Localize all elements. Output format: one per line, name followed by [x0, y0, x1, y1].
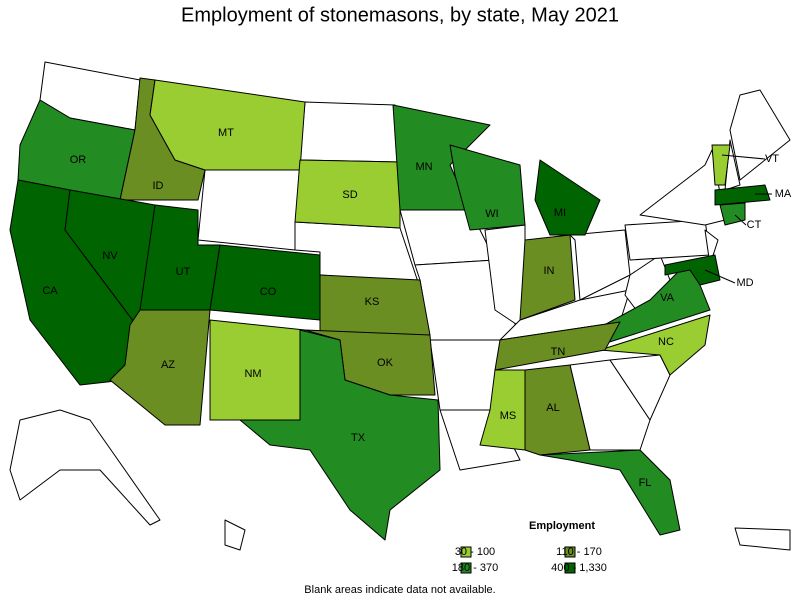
state	[294, 159, 401, 229]
state	[599, 314, 711, 376]
state-label: IN	[544, 265, 555, 277]
state	[519, 234, 576, 321]
state	[524, 364, 591, 456]
state-label: NV	[102, 250, 118, 262]
leader-line	[734, 214, 747, 226]
legend-title: Employment	[529, 520, 595, 532]
legend-swatch	[460, 546, 472, 558]
map-title: Employment of stonemasons, by state, May…	[181, 4, 619, 26]
state-label: MN	[415, 161, 432, 173]
legend-label: 400 - 1,330	[551, 562, 607, 574]
state-label: MD	[736, 277, 753, 289]
state-label: VA	[660, 292, 675, 304]
state	[109, 309, 211, 426]
state-label: MS	[500, 410, 517, 422]
state	[729, 89, 791, 181]
legend-label: 110 - 170	[556, 546, 602, 558]
footnote: Blank areas indicate data not available.	[304, 584, 495, 596]
state-label: ID	[153, 180, 164, 192]
state	[9, 409, 161, 526]
legend-label: 30 - 100	[455, 546, 495, 558]
state	[714, 184, 771, 206]
state-label: VT	[765, 153, 779, 165]
state-label: FL	[639, 477, 652, 489]
state-label: CO	[260, 286, 277, 298]
state	[719, 202, 746, 226]
state	[569, 229, 631, 301]
state	[494, 321, 621, 371]
state	[624, 219, 711, 261]
leader-line	[721, 154, 766, 160]
state-label: NM	[244, 368, 261, 380]
state-label: SD	[342, 189, 357, 201]
data-states: OR ID MT SD MN WI MI VT MA CT CA NV UT CO KS IN VA MD NC TN…	[9, 77, 792, 541]
state-label: NC	[658, 336, 674, 348]
state	[479, 369, 526, 451]
state	[704, 229, 719, 266]
state-label: AL	[546, 402, 559, 414]
leader-line	[704, 269, 736, 284]
state-label: MI	[554, 207, 566, 219]
state	[534, 159, 601, 236]
state	[239, 329, 441, 541]
leader-lines	[704, 154, 772, 284]
state-label: UT	[176, 266, 191, 278]
state-label: KS	[365, 296, 380, 308]
state-label: AZ	[161, 359, 175, 371]
state-label: WI	[485, 208, 498, 220]
state	[197, 169, 301, 251]
state-label: TX	[351, 432, 366, 444]
state	[639, 149, 726, 226]
state-label: MT	[218, 127, 234, 139]
state	[539, 449, 681, 536]
state	[209, 244, 321, 321]
state	[734, 527, 791, 551]
state	[664, 254, 721, 286]
state-label: OK	[377, 357, 394, 369]
legend: 30 - 100 110 - 170 180 - 370 400 - 1,330	[452, 546, 607, 574]
legend-swatch	[564, 546, 576, 558]
state	[449, 144, 526, 231]
state-label: OR	[70, 154, 87, 166]
state-label: CT	[747, 219, 762, 231]
state-label: MA	[775, 188, 792, 200]
state	[299, 101, 401, 163]
state	[149, 79, 306, 171]
state	[224, 519, 246, 551]
state-label: CA	[42, 285, 58, 297]
legend-swatch	[564, 562, 576, 574]
state-label: TN	[551, 346, 566, 358]
blank-states	[9, 61, 791, 551]
legend-label: 180 - 370	[452, 562, 498, 574]
legend-swatch	[460, 562, 472, 574]
state	[499, 289, 631, 341]
